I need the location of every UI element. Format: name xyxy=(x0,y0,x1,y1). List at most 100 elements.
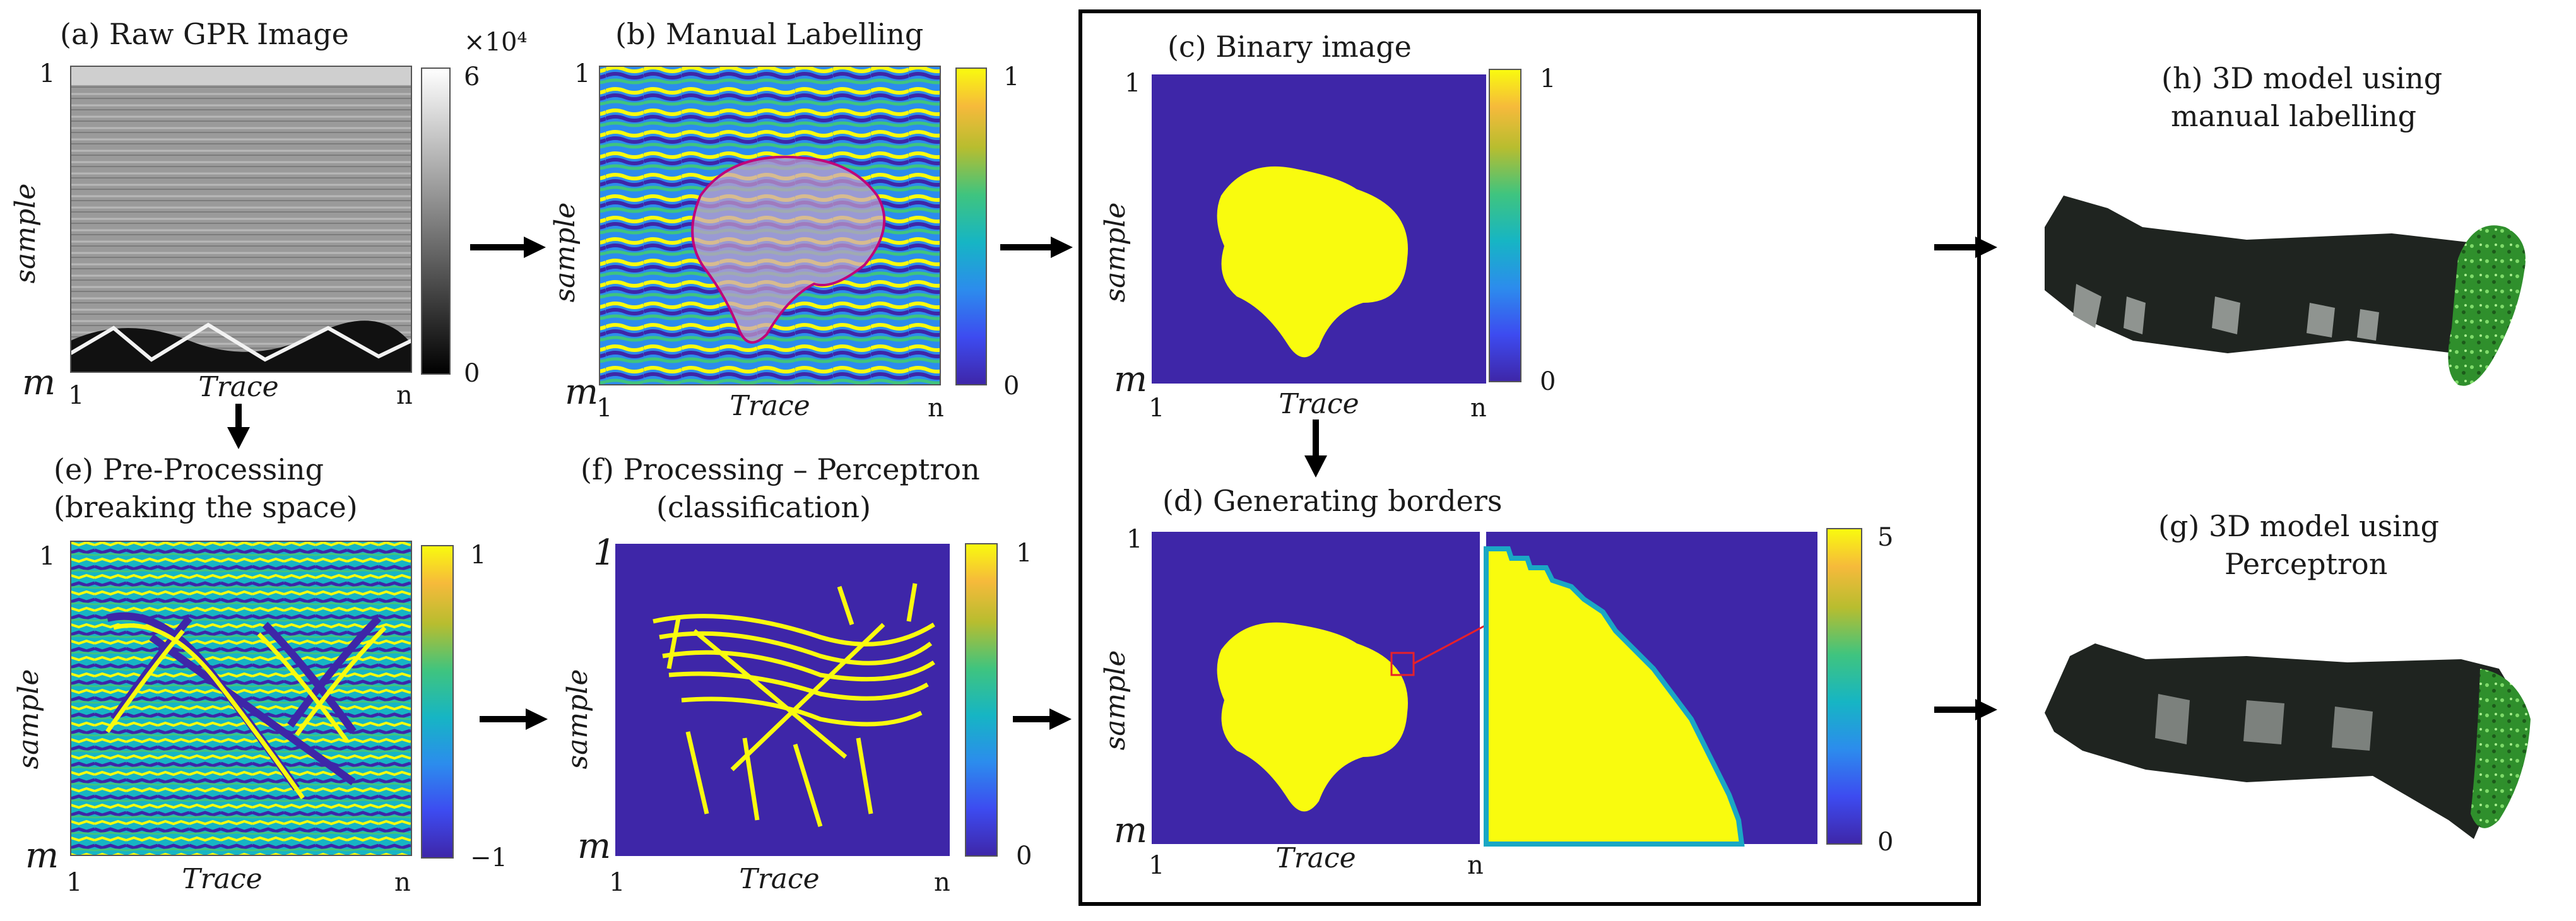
panel-f-caption-line2: (classification) xyxy=(656,490,871,524)
panel-b-tick-right: n xyxy=(928,394,944,423)
flow-arrows xyxy=(227,237,1997,730)
panel-b: (b) Manual Labelling sample 1 m 1 n Trac… xyxy=(549,17,1019,423)
panel-d-x-label: Trace xyxy=(1275,842,1356,874)
panel-b-tick-left: 1 xyxy=(596,394,612,423)
panel-b-image-frame xyxy=(599,66,941,385)
panel-f-x-label: Trace xyxy=(739,863,819,895)
panel-f-colorbar xyxy=(965,543,998,857)
panel-g: (g) 3D model using Perceptron xyxy=(2045,509,2531,839)
panel-e-colorbar-min: −1 xyxy=(470,843,507,872)
panel-d-colorbar-max: 5 xyxy=(1877,523,1893,552)
panel-a: (a) Raw GPR Image sample 1 m 1 n Trace ×… xyxy=(9,17,527,410)
panel-a-image xyxy=(71,66,411,372)
panel-a-tick-right: n xyxy=(396,381,413,410)
arrow-b-to-c xyxy=(1000,237,1073,258)
panel-a-caption: (a) Raw GPR Image xyxy=(60,17,349,51)
panel-h: (h) 3D model using manual labelling xyxy=(2045,61,2526,386)
panel-e-caption-line1: (e) Pre-Processing xyxy=(54,452,324,486)
panel-c-tick-left: 1 xyxy=(1149,394,1164,423)
panel-f-tick-left: 1 xyxy=(609,868,625,897)
panel-d-zoom-border xyxy=(1484,546,1745,847)
panel-b-colorbar xyxy=(955,67,987,385)
panel-b-tick-bottom: m xyxy=(565,372,598,413)
panel-a-y-label: sample xyxy=(9,184,42,284)
panel-c-caption: (c) Binary image xyxy=(1167,30,1412,64)
panel-d-tick-top: 1 xyxy=(1126,525,1142,554)
panel-c-x-label: Trace xyxy=(1279,388,1359,420)
panel-a-colorbar-exponent: ×10⁴ xyxy=(464,28,527,57)
panel-g-caption-line1: (g) 3D model using xyxy=(2158,509,2439,543)
panel-a-image-bottom-noise xyxy=(71,320,411,372)
arrow-a-to-e xyxy=(227,404,250,449)
panel-f-tick-right: n xyxy=(934,868,950,897)
panel-f-tick-bottom: m xyxy=(577,826,611,867)
panel-h-model-end-cap xyxy=(2448,225,2526,386)
binary-processing-box xyxy=(1078,9,1981,906)
arrow-box-to-h xyxy=(1934,237,1997,258)
panel-e: (e) Pre-Processing (breaking the space) … xyxy=(13,452,507,897)
panel-b-y-label: sample xyxy=(549,202,581,303)
panel-b-colorbar-min: 0 xyxy=(1003,372,1019,401)
panel-f-caption-line1: (f) Processing – Perceptron xyxy=(581,452,980,486)
arrow-e-to-f xyxy=(480,708,548,730)
panel-d-tick-bottom: m xyxy=(1114,810,1147,851)
panel-f-colorbar-max: 1 xyxy=(1016,539,1032,568)
panel-f-tick-top: 1 xyxy=(593,532,616,573)
panel-c-y-label: sample xyxy=(1099,202,1131,303)
panel-g-model-end-cap xyxy=(2471,669,2531,828)
arrow-c-to-d xyxy=(1304,419,1327,478)
panel-h-caption-line2: manual labelling xyxy=(2171,99,2416,133)
panel-e-hyperbola-bright xyxy=(105,623,387,800)
arrow-f-to-d xyxy=(1013,708,1072,730)
panel-e-tick-top: 1 xyxy=(39,542,55,571)
panel-f-classified-pixels xyxy=(653,583,935,828)
panel-e-colorbar-max: 1 xyxy=(470,541,486,570)
panel-d-binary-region xyxy=(1217,622,1408,812)
panel-b-tick-top: 1 xyxy=(574,59,590,88)
panel-d-tick-left: 1 xyxy=(1149,851,1164,880)
panel-h-model-highlights xyxy=(2073,284,2379,341)
panel-e-tick-left: 1 xyxy=(66,868,82,897)
panel-a-colorbar xyxy=(421,67,451,375)
panel-b-colorbar-max: 1 xyxy=(1003,62,1019,91)
panel-a-colorbar-min: 0 xyxy=(464,359,480,388)
panel-e-colorbar xyxy=(421,545,454,859)
panel-a-image-bright-streaks xyxy=(69,322,413,362)
panel-c-colorbar-max: 1 xyxy=(1540,64,1556,93)
panel-h-caption-line1: (h) 3D model using xyxy=(2161,61,2442,95)
panel-e-x-label: Trace xyxy=(182,863,262,895)
panel-h-model-body xyxy=(2045,196,2480,353)
panel-f-colorbar-min: 0 xyxy=(1016,842,1032,871)
panel-a-x-label: Trace xyxy=(198,371,278,403)
panel-d-zoom-marker xyxy=(1390,652,1415,676)
panel-a-tick-left: 1 xyxy=(68,381,84,410)
panel-g-caption-line2: Perceptron xyxy=(2224,547,2387,581)
panel-a-colorbar-max: 6 xyxy=(464,62,480,91)
panel-a-image-top-band xyxy=(71,66,411,85)
panel-c: (c) Binary image sample 1 m 1 n Trace 1 … xyxy=(1099,30,1556,423)
panel-e-tick-right: n xyxy=(394,868,411,897)
panel-f-image xyxy=(615,544,950,856)
panel-c-tick-top: 1 xyxy=(1125,69,1140,98)
panel-c-colorbar-min: 0 xyxy=(1540,367,1556,396)
panel-c-tick-right: n xyxy=(1470,394,1487,423)
panel-b-labelled-region xyxy=(691,155,886,344)
panel-b-x-label: Trace xyxy=(730,390,810,422)
panel-e-image-frame xyxy=(70,541,412,856)
panel-a-image-frame xyxy=(70,66,412,373)
panel-f-y-label: sample xyxy=(562,669,594,770)
panel-c-colorbar xyxy=(1489,69,1521,382)
panel-e-tick-bottom: m xyxy=(25,835,59,876)
panel-d-colorbar xyxy=(1826,528,1862,845)
panel-g-model-highlights xyxy=(2155,694,2373,751)
panel-b-caption: (b) Manual Labelling xyxy=(615,17,923,51)
arrow-a-to-b xyxy=(470,237,546,258)
panel-e-caption-line2: (breaking the space) xyxy=(54,490,358,524)
arrow-box-to-g xyxy=(1934,699,1997,720)
panel-d-y-label: sample xyxy=(1099,650,1131,751)
panel-a-tick-bottom: m xyxy=(22,362,56,403)
panel-d-colorbar-min: 0 xyxy=(1877,828,1893,857)
panel-d: (d) Generating borders sample 1 m 1 n Tr… xyxy=(1099,484,1893,880)
panel-f: (f) Processing – Perceptron (classificat… xyxy=(562,452,1032,897)
